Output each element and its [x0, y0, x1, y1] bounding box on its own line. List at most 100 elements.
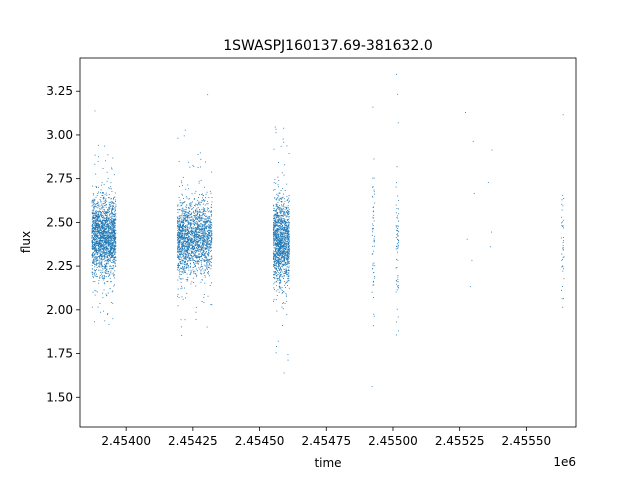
data-point [106, 281, 108, 282]
data-point [179, 243, 180, 245]
data-point [276, 214, 278, 216]
data-point [194, 240, 195, 242]
data-point [205, 221, 207, 223]
data-point [190, 269, 192, 271]
data-point [104, 217, 106, 219]
data-point [285, 232, 287, 234]
data-point [287, 199, 289, 200]
data-point [195, 231, 197, 233]
data-point [283, 198, 285, 200]
data-point [283, 206, 285, 208]
data-point [187, 253, 189, 255]
data-point [113, 221, 115, 223]
data-point [199, 215, 201, 216]
data-point [195, 240, 197, 242]
data-point [96, 259, 98, 261]
data-point [281, 228, 283, 230]
data-point [286, 208, 288, 210]
data-point [183, 234, 185, 236]
data-point [94, 281, 96, 282]
data-point [108, 252, 110, 254]
data-point [100, 226, 102, 228]
data-point [282, 238, 284, 240]
data-point [275, 268, 276, 270]
data-point [101, 239, 103, 241]
data-point [200, 240, 202, 242]
data-point [279, 283, 280, 285]
data-point [275, 281, 277, 282]
data-point [104, 214, 106, 216]
data-point [106, 240, 108, 241]
data-point [184, 256, 185, 258]
data-point [179, 236, 181, 237]
data-point [281, 273, 283, 275]
data-point [282, 228, 284, 230]
data-point [97, 202, 99, 203]
data-point [114, 210, 116, 212]
data-point [188, 213, 189, 214]
data-point [107, 251, 109, 253]
data-point [275, 253, 277, 255]
data-point [102, 211, 104, 212]
data-point [102, 253, 104, 254]
data-point [277, 236, 279, 238]
data-point [101, 237, 103, 239]
data-point [205, 239, 206, 241]
data-point [285, 270, 287, 272]
data-point [94, 202, 96, 204]
data-point [205, 234, 207, 236]
data-point [96, 238, 97, 239]
data-point [274, 226, 276, 227]
data-point [277, 229, 279, 231]
data-point [105, 247, 107, 248]
data-point [288, 274, 290, 276]
data-point [276, 245, 278, 247]
data-point [111, 209, 113, 211]
data-point [95, 251, 97, 253]
data-point [181, 182, 183, 184]
data-point [93, 206, 95, 208]
data-point [188, 238, 190, 240]
data-point [281, 237, 283, 238]
data-point [178, 235, 180, 237]
data-point [282, 302, 284, 304]
data-point [111, 215, 113, 217]
data-point [192, 164, 194, 166]
data-point [101, 221, 103, 223]
data-point [203, 200, 205, 202]
data-point [105, 271, 106, 273]
data-point [182, 230, 183, 232]
data-point [106, 242, 108, 244]
data-point [101, 261, 103, 263]
data-point [208, 221, 210, 223]
data-point [206, 243, 208, 245]
data-point [281, 250, 283, 252]
data-point [102, 266, 103, 268]
data-point [275, 246, 277, 247]
data-point [108, 230, 110, 232]
data-point [288, 255, 290, 257]
data-point [96, 230, 98, 232]
data-point [211, 258, 212, 260]
data-point [106, 215, 107, 216]
data-point [101, 213, 103, 215]
data-point [204, 210, 206, 212]
data-point [280, 253, 281, 254]
data-point [195, 249, 197, 251]
data-point [201, 245, 203, 247]
data-point [284, 233, 286, 235]
data-point [189, 241, 191, 243]
data-point [110, 221, 112, 223]
data-point [185, 251, 187, 252]
data-point [114, 246, 116, 247]
data-point [190, 240, 192, 242]
data-point [192, 221, 194, 222]
data-point [203, 229, 205, 231]
data-point [105, 204, 107, 205]
data-point [287, 254, 289, 256]
data-point [178, 221, 180, 222]
data-point [277, 289, 279, 291]
data-point [105, 260, 107, 261]
data-point [205, 255, 206, 257]
data-point [210, 211, 212, 212]
